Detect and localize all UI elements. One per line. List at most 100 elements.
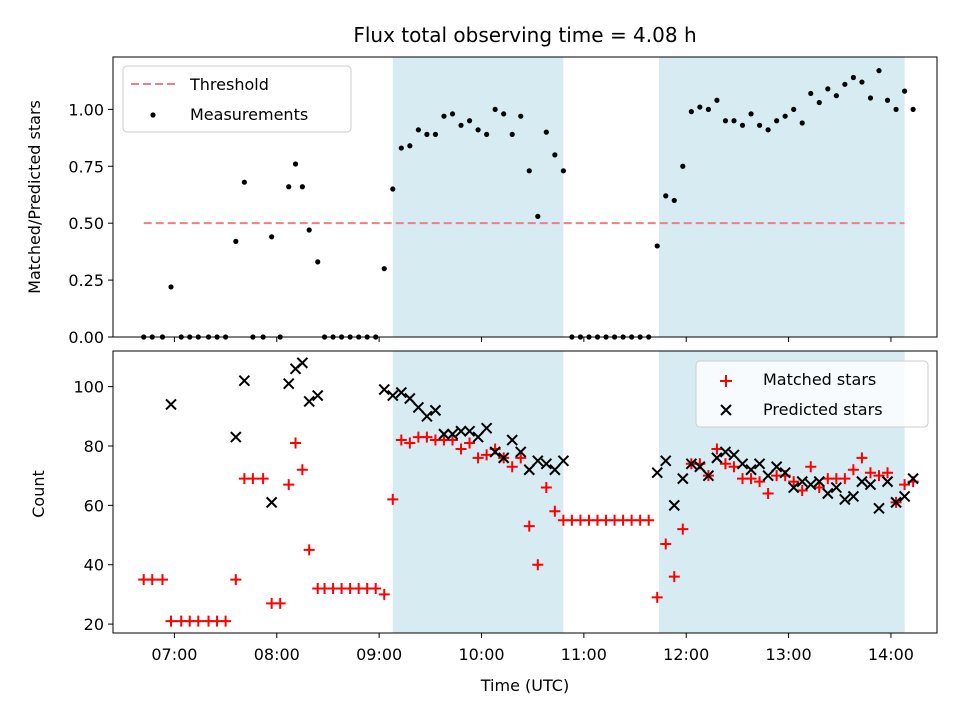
predicted-star-point [805, 478, 817, 491]
measurement-point [518, 113, 524, 119]
predicted-star-point [557, 455, 570, 467]
measurement-point [241, 179, 247, 185]
measurement-point [901, 88, 908, 94]
bottom-axes-frame [112, 350, 938, 634]
matched-star-point [813, 482, 825, 494]
matched-star-point [873, 470, 885, 482]
predicted-star-point [881, 475, 894, 488]
measurement-point [833, 93, 839, 99]
predicted-star-point [523, 464, 535, 476]
bottom-y-tick-label: 40 [84, 556, 104, 575]
matched-star-point [165, 615, 177, 627]
top-y-tick-label: 1.00 [68, 100, 104, 119]
measurement-point [774, 118, 780, 124]
predicted-star-point [312, 389, 324, 402]
matched-star-point [796, 485, 808, 497]
x-tick-label: 13:00 [766, 645, 812, 664]
predicted-star-point [446, 428, 459, 440]
predicted-star-point [497, 452, 510, 464]
matched-star-point [515, 452, 527, 464]
measurement-point [407, 143, 413, 149]
predicted-legend-label: Predicted stars [763, 400, 883, 419]
matched-star-point [711, 443, 723, 455]
predicted-star-point [238, 374, 251, 387]
predicted-star-point [455, 425, 467, 437]
matched-star-point [728, 461, 740, 473]
measurement-point [292, 161, 299, 167]
matched-star-point [247, 473, 259, 485]
measurement-point [415, 127, 421, 133]
measurement-point [299, 184, 305, 190]
bottom-y-tick-label: 100 [73, 378, 104, 397]
predicted-star-point [296, 357, 309, 369]
bottom-y-tick-label: 20 [84, 615, 104, 634]
measurement-point [654, 243, 660, 249]
predicted-star-point [685, 458, 698, 470]
matched-star-point [651, 591, 663, 603]
x-tick-label: 07:00 [151, 645, 197, 664]
measurement-point [876, 68, 882, 74]
measurement-point [739, 122, 746, 128]
predicted-star-point [898, 490, 911, 503]
predicted-star-point [480, 422, 493, 434]
matched-star-point [404, 437, 416, 449]
measurement-point [748, 111, 754, 117]
predicted-star-point [711, 452, 723, 464]
x-tick-label: 14:00 [868, 645, 914, 664]
predicted-star-point [779, 466, 791, 479]
predicted-star-point [549, 464, 561, 476]
predicted-star-point [890, 496, 902, 509]
chart-title: Flux total observing time = 4.08 h [353, 23, 696, 47]
predicted-star-point [412, 401, 425, 414]
measurement-point [484, 131, 490, 137]
matched-star-point [805, 461, 817, 473]
matched-star-point [395, 434, 407, 446]
matched-star-point [523, 520, 535, 532]
measurement-point [731, 118, 737, 124]
predicted-star-point [813, 475, 825, 488]
bottom-y-tick-label: 60 [84, 496, 104, 515]
measurement-point [842, 81, 848, 87]
matched-star-point [506, 461, 518, 473]
measurement-point [867, 95, 874, 101]
measurement-point [671, 197, 677, 204]
measurement-point [535, 213, 541, 219]
measurement-point [680, 163, 686, 169]
measurement-point [168, 284, 174, 290]
measurement-point [859, 79, 865, 85]
predicted-star-point [873, 502, 885, 515]
predicted-star-point [677, 472, 689, 485]
measurement-point [560, 168, 566, 174]
predicted-star-point [395, 386, 408, 399]
predicted-star-point [753, 458, 766, 470]
predicted-star-point [165, 398, 177, 411]
matched-star-point [839, 473, 851, 485]
matched-star-point [549, 505, 561, 517]
measurement-point [432, 131, 439, 137]
matched-star-point [192, 615, 204, 627]
measurement-point [449, 111, 456, 117]
predicted-star-point [719, 446, 732, 458]
top-legend: Threshold Measurements [122, 65, 352, 133]
predicted-star-point [651, 466, 663, 479]
top-observing-window-2 [658, 57, 905, 337]
measurement-point [756, 122, 763, 128]
matched-star-point [455, 443, 467, 455]
top-y-axis-label: Matched/Predicted stars [25, 100, 44, 294]
matched-star-point [220, 615, 232, 627]
top-y-tick-label: 0.75 [68, 157, 104, 176]
matched-star-point [303, 544, 315, 556]
threshold-legend-label: Threshold [189, 75, 269, 94]
panel-top: 0.00 0.25 0.50 0.75 1.00 [68, 56, 938, 347]
top-y-tick-label: 0.00 [68, 328, 104, 347]
matched-star-point [472, 452, 484, 464]
matched-star-point [754, 476, 766, 488]
top-axes-frame [112, 56, 938, 338]
top-observing-window-1 [392, 57, 564, 337]
measurement-point [893, 106, 899, 112]
predicted-star-point [532, 455, 544, 467]
bottom-data-marks [138, 357, 919, 627]
measurement-point [552, 152, 558, 158]
measurement-point [808, 90, 814, 97]
measurement-point [850, 74, 857, 81]
